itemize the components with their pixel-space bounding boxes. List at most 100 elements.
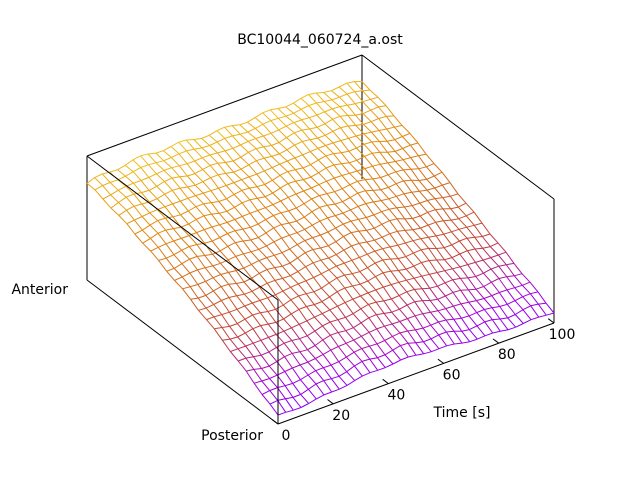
surface-position-line — [385, 364, 393, 368]
surface-position-line — [381, 199, 389, 201]
surface-time-line — [335, 192, 343, 202]
surface-position-line — [345, 286, 353, 288]
surface-position-line — [459, 227, 467, 229]
surface-time-line — [118, 190, 126, 197]
surface-position-line — [172, 188, 180, 190]
surface-position-line — [321, 270, 329, 274]
surface-position-line — [500, 318, 508, 319]
surface-time-line — [444, 248, 452, 258]
surface-time-line — [399, 282, 407, 292]
surface-time-line — [483, 273, 491, 282]
surface-time-line — [278, 109, 286, 117]
surface-time-line — [450, 183, 458, 194]
surface-time-line — [362, 91, 370, 100]
surface-time-line — [334, 165, 342, 176]
surface-position-line — [383, 285, 391, 288]
surface-position-line — [500, 330, 508, 332]
surface-position-line — [419, 167, 427, 169]
surface-time-line — [326, 146, 334, 154]
surface-time-line — [197, 256, 205, 267]
surface-position-line — [261, 324, 269, 326]
surface-position-line — [248, 128, 256, 132]
surface-time-line — [339, 376, 347, 385]
surface-position-line — [460, 278, 468, 279]
surface-time-line — [383, 273, 391, 285]
surface-position-line — [339, 357, 347, 362]
surface-position-line — [347, 104, 355, 106]
surface-time-line — [428, 225, 436, 236]
surface-position-line — [220, 246, 228, 251]
surface-time-line — [206, 320, 214, 329]
surface-time-line — [515, 301, 523, 310]
surface-time-line — [285, 357, 293, 368]
surface-time-line — [324, 381, 332, 392]
surface-position-line — [290, 258, 298, 263]
surface-time-line — [451, 232, 459, 241]
surface-position-line — [261, 337, 269, 340]
surface-time-line — [255, 118, 263, 125]
surface-time-line — [142, 204, 150, 213]
surface-position-line — [350, 171, 358, 173]
surface-time-line — [383, 260, 391, 271]
surface-position-line — [230, 337, 238, 339]
surface-time-line — [347, 372, 355, 381]
surface-time-line — [134, 183, 142, 192]
surface-time-line — [453, 292, 461, 304]
surface-time-line — [422, 301, 430, 313]
surface-time-line — [253, 315, 261, 326]
surface-position-line — [315, 314, 323, 318]
surface-time-line — [276, 334, 284, 343]
surface-time-line — [265, 185, 273, 194]
surface-position-line — [492, 293, 500, 296]
surface-position-line — [273, 201, 281, 205]
surface-position-line — [418, 154, 426, 156]
surface-time-line — [523, 297, 531, 306]
surface-time-line — [311, 188, 319, 196]
surface-position-line — [315, 326, 323, 331]
surface-time-line — [284, 343, 292, 353]
surface-time-line — [172, 190, 180, 201]
surface-time-line — [421, 250, 429, 261]
surface-position-line — [281, 197, 289, 201]
surface-time-line — [305, 241, 313, 250]
surface-time-line — [376, 290, 384, 301]
surface-time-line — [411, 180, 419, 191]
surface-time-line — [293, 103, 301, 109]
surface-position-line — [385, 336, 393, 340]
surface-position-line — [308, 371, 316, 375]
surface-position-line — [262, 366, 270, 368]
surface-position-line — [444, 245, 452, 248]
surface-position-line — [336, 237, 344, 242]
surface-time-line — [358, 206, 366, 217]
surface-time-line — [297, 245, 305, 253]
surface-time-line — [119, 215, 127, 223]
surface-time-line — [434, 176, 442, 185]
surface-position-line — [315, 340, 323, 346]
surface-position-line — [267, 280, 275, 283]
surface-time-line — [445, 283, 453, 293]
surface-position-line — [256, 136, 264, 139]
surface-position-line — [396, 170, 404, 172]
surface-position-line — [307, 305, 315, 307]
surface-position-line — [272, 164, 280, 167]
surface-time-line — [212, 214, 220, 225]
surface-position-line — [412, 203, 420, 206]
surface-time-line — [492, 308, 500, 319]
surface-time-line — [390, 247, 398, 259]
surface-position-line — [267, 255, 275, 257]
surface-time-line — [303, 180, 311, 188]
surface-time-line — [241, 145, 249, 152]
surface-time-line — [275, 268, 283, 279]
surface-time-line — [439, 335, 447, 346]
surface-time-line — [442, 172, 450, 182]
surface-time-line — [298, 272, 306, 281]
surface-time-line — [368, 293, 376, 302]
surface-position-line — [493, 331, 501, 333]
surface-position-line — [362, 373, 370, 376]
surface-time-line — [270, 404, 278, 415]
surface-time-line — [229, 284, 237, 296]
surface-position-line — [282, 263, 290, 266]
surface-time-line — [383, 287, 391, 299]
surface-position-line — [127, 206, 135, 210]
surface-position-line — [278, 412, 286, 415]
